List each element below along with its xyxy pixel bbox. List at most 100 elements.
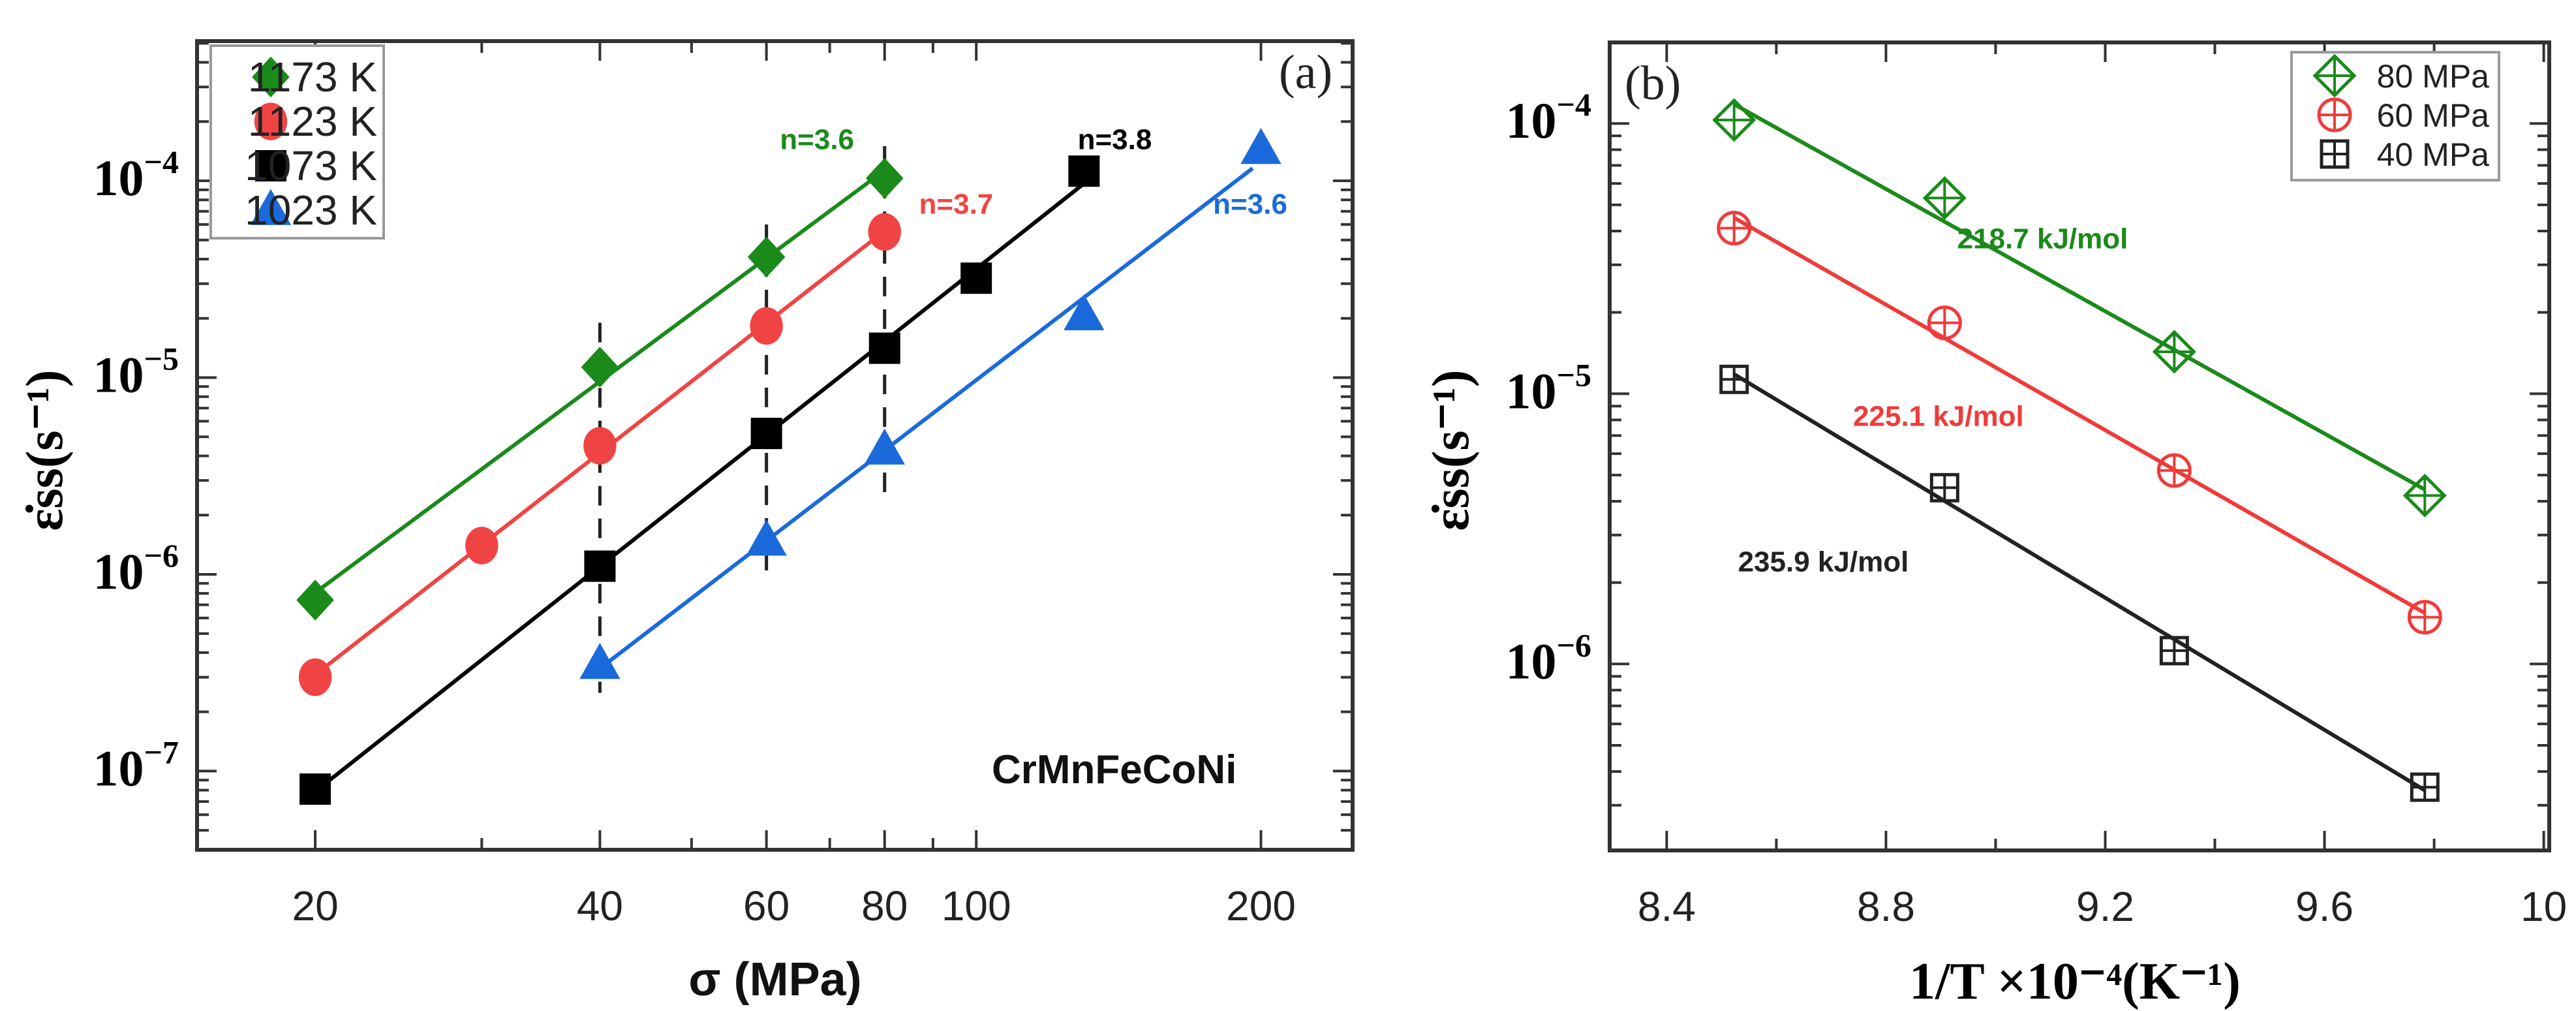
legend-label: 1173 K [248, 54, 377, 101]
x-tick-label: 10 [2521, 883, 2567, 930]
triangle-marker [250, 189, 292, 225]
x-tick-label: 80 [861, 882, 908, 929]
data-point-triangle [746, 520, 787, 556]
legend-marker-diamond [252, 56, 290, 98]
legend-label: 1023 K [245, 187, 377, 234]
y-tick-label-exponent: −5 [144, 340, 179, 377]
panel-b-y-axis-title: ε̇ss(s⁻¹) [1422, 369, 1480, 531]
diamond-marker [581, 347, 619, 388]
legend-marker-square-cross [2320, 139, 2350, 169]
data-point-square-cross [1719, 364, 1749, 394]
x-tick-label: 200 [1226, 882, 1296, 929]
panel-a-fit-lines [314, 166, 1254, 794]
y-tick-label-exponent: −6 [1557, 627, 1592, 663]
legend-label: 80 MPa [2377, 58, 2490, 95]
circle-marker [298, 658, 332, 696]
data-point-square [584, 550, 616, 582]
data-point-diamond [581, 347, 619, 388]
y-tick-label: 10−6 [93, 537, 179, 600]
x-tick-label: 8.4 [1638, 883, 1696, 930]
legend-label: 1073 K [245, 142, 377, 189]
fit-line-circle-cross [1733, 216, 2426, 615]
panel-a-frame [195, 39, 1355, 852]
legend-marker-triangle [250, 189, 292, 225]
fit-line-diamond-cross [1733, 102, 2426, 491]
x-tick-label: 9.2 [2076, 883, 2134, 930]
y-tick-label-exponent: −6 [144, 537, 179, 574]
square-marker [584, 550, 616, 582]
diamond-marker [296, 580, 334, 621]
legend-marker-circle [254, 102, 288, 140]
stress-exponent-label: n=3.6 [780, 123, 854, 155]
legend-marker-diamond-cross [2312, 54, 2357, 98]
y-tick-label: 10−6 [1506, 627, 1592, 689]
x-tick-label: 100 [942, 882, 1011, 929]
legend-label: 60 MPa [2377, 97, 2490, 134]
triangle-marker [579, 643, 621, 679]
panel-b-points [1712, 98, 2447, 802]
data-point-diamond-cross [1712, 98, 1756, 142]
x-tick-label: 8.8 [1857, 883, 1915, 930]
x-tick-label: 40 [577, 882, 623, 929]
data-point-circle [298, 658, 332, 696]
activation-energy-label: 225.1 kJ/mol [1853, 401, 2024, 433]
y-tick-label-exponent: −4 [144, 144, 179, 180]
data-point-diamond-cross [2152, 330, 2196, 374]
square-marker [960, 262, 992, 294]
panel-b-y-axis-title-text: ε̇ss(s⁻¹) [1422, 369, 1480, 531]
data-point-diamond [865, 157, 904, 199]
y-tick-label-base: 10 [93, 149, 144, 206]
stress-exponent-label: n=3.8 [1078, 123, 1152, 155]
y-tick-label: 10−4 [93, 144, 179, 206]
panel-b-frame [1608, 40, 2551, 852]
y-tick-label-base: 10 [93, 543, 144, 600]
square-marker [299, 773, 331, 805]
data-point-square [868, 332, 900, 364]
data-point-triangle [1064, 294, 1105, 331]
y-tick-label-exponent: −7 [144, 734, 179, 770]
y-tick-label: 10−4 [1506, 86, 1592, 149]
data-point-circle-cross [1927, 305, 1962, 341]
panel-b-legend-box [2290, 51, 2500, 181]
data-point-circle-cross [1717, 211, 1752, 246]
fit-line-square [314, 181, 1086, 794]
diamond-marker [865, 157, 904, 199]
circle-marker [583, 427, 617, 465]
data-point-circle [465, 527, 498, 565]
square-marker [750, 418, 782, 450]
data-point-square [299, 773, 331, 805]
x-tick-label: 60 [743, 882, 790, 929]
y-tick-label-base: 10 [1506, 362, 1557, 419]
data-point-square [750, 418, 782, 450]
panel-a-label: (a) [1279, 46, 1332, 99]
data-point-diamond [296, 580, 334, 621]
legend-marker-circle-cross [2317, 97, 2352, 132]
legend-label: 40 MPa [2377, 136, 2490, 173]
y-tick-label-exponent: −4 [1557, 86, 1592, 123]
panel-b-annotations: 218.7 kJ/mol 225.1 kJ/mol 235.9 kJ/mol [1738, 223, 2128, 578]
y-tick-label-base: 10 [93, 739, 144, 796]
data-point-triangle [864, 428, 905, 465]
panel-a-annotations: n=3.6 n=3.7 n=3.8 n=3.6 [780, 123, 1287, 220]
data-point-circle [750, 307, 783, 345]
y-tick-label: 10−5 [93, 340, 179, 403]
activation-energy-label: 235.9 kJ/mol [1738, 546, 1909, 578]
data-point-square-cross [2159, 636, 2189, 666]
square-marker [868, 332, 900, 364]
y-tick-label: 10−5 [1506, 356, 1592, 419]
data-point-triangle [579, 643, 621, 679]
data-point-square-cross [1929, 473, 1959, 503]
diamond-marker [252, 56, 290, 98]
stress-exponent-label: n=3.6 [1213, 189, 1287, 221]
fit-line-triangle [598, 166, 1254, 670]
panel-b-x-axis-title: 1/T ×10⁻⁴(K⁻¹) [1909, 953, 2241, 1010]
triangle-marker [746, 520, 787, 556]
data-point-square [1068, 155, 1100, 187]
y-tick-label-base: 10 [1506, 632, 1557, 689]
